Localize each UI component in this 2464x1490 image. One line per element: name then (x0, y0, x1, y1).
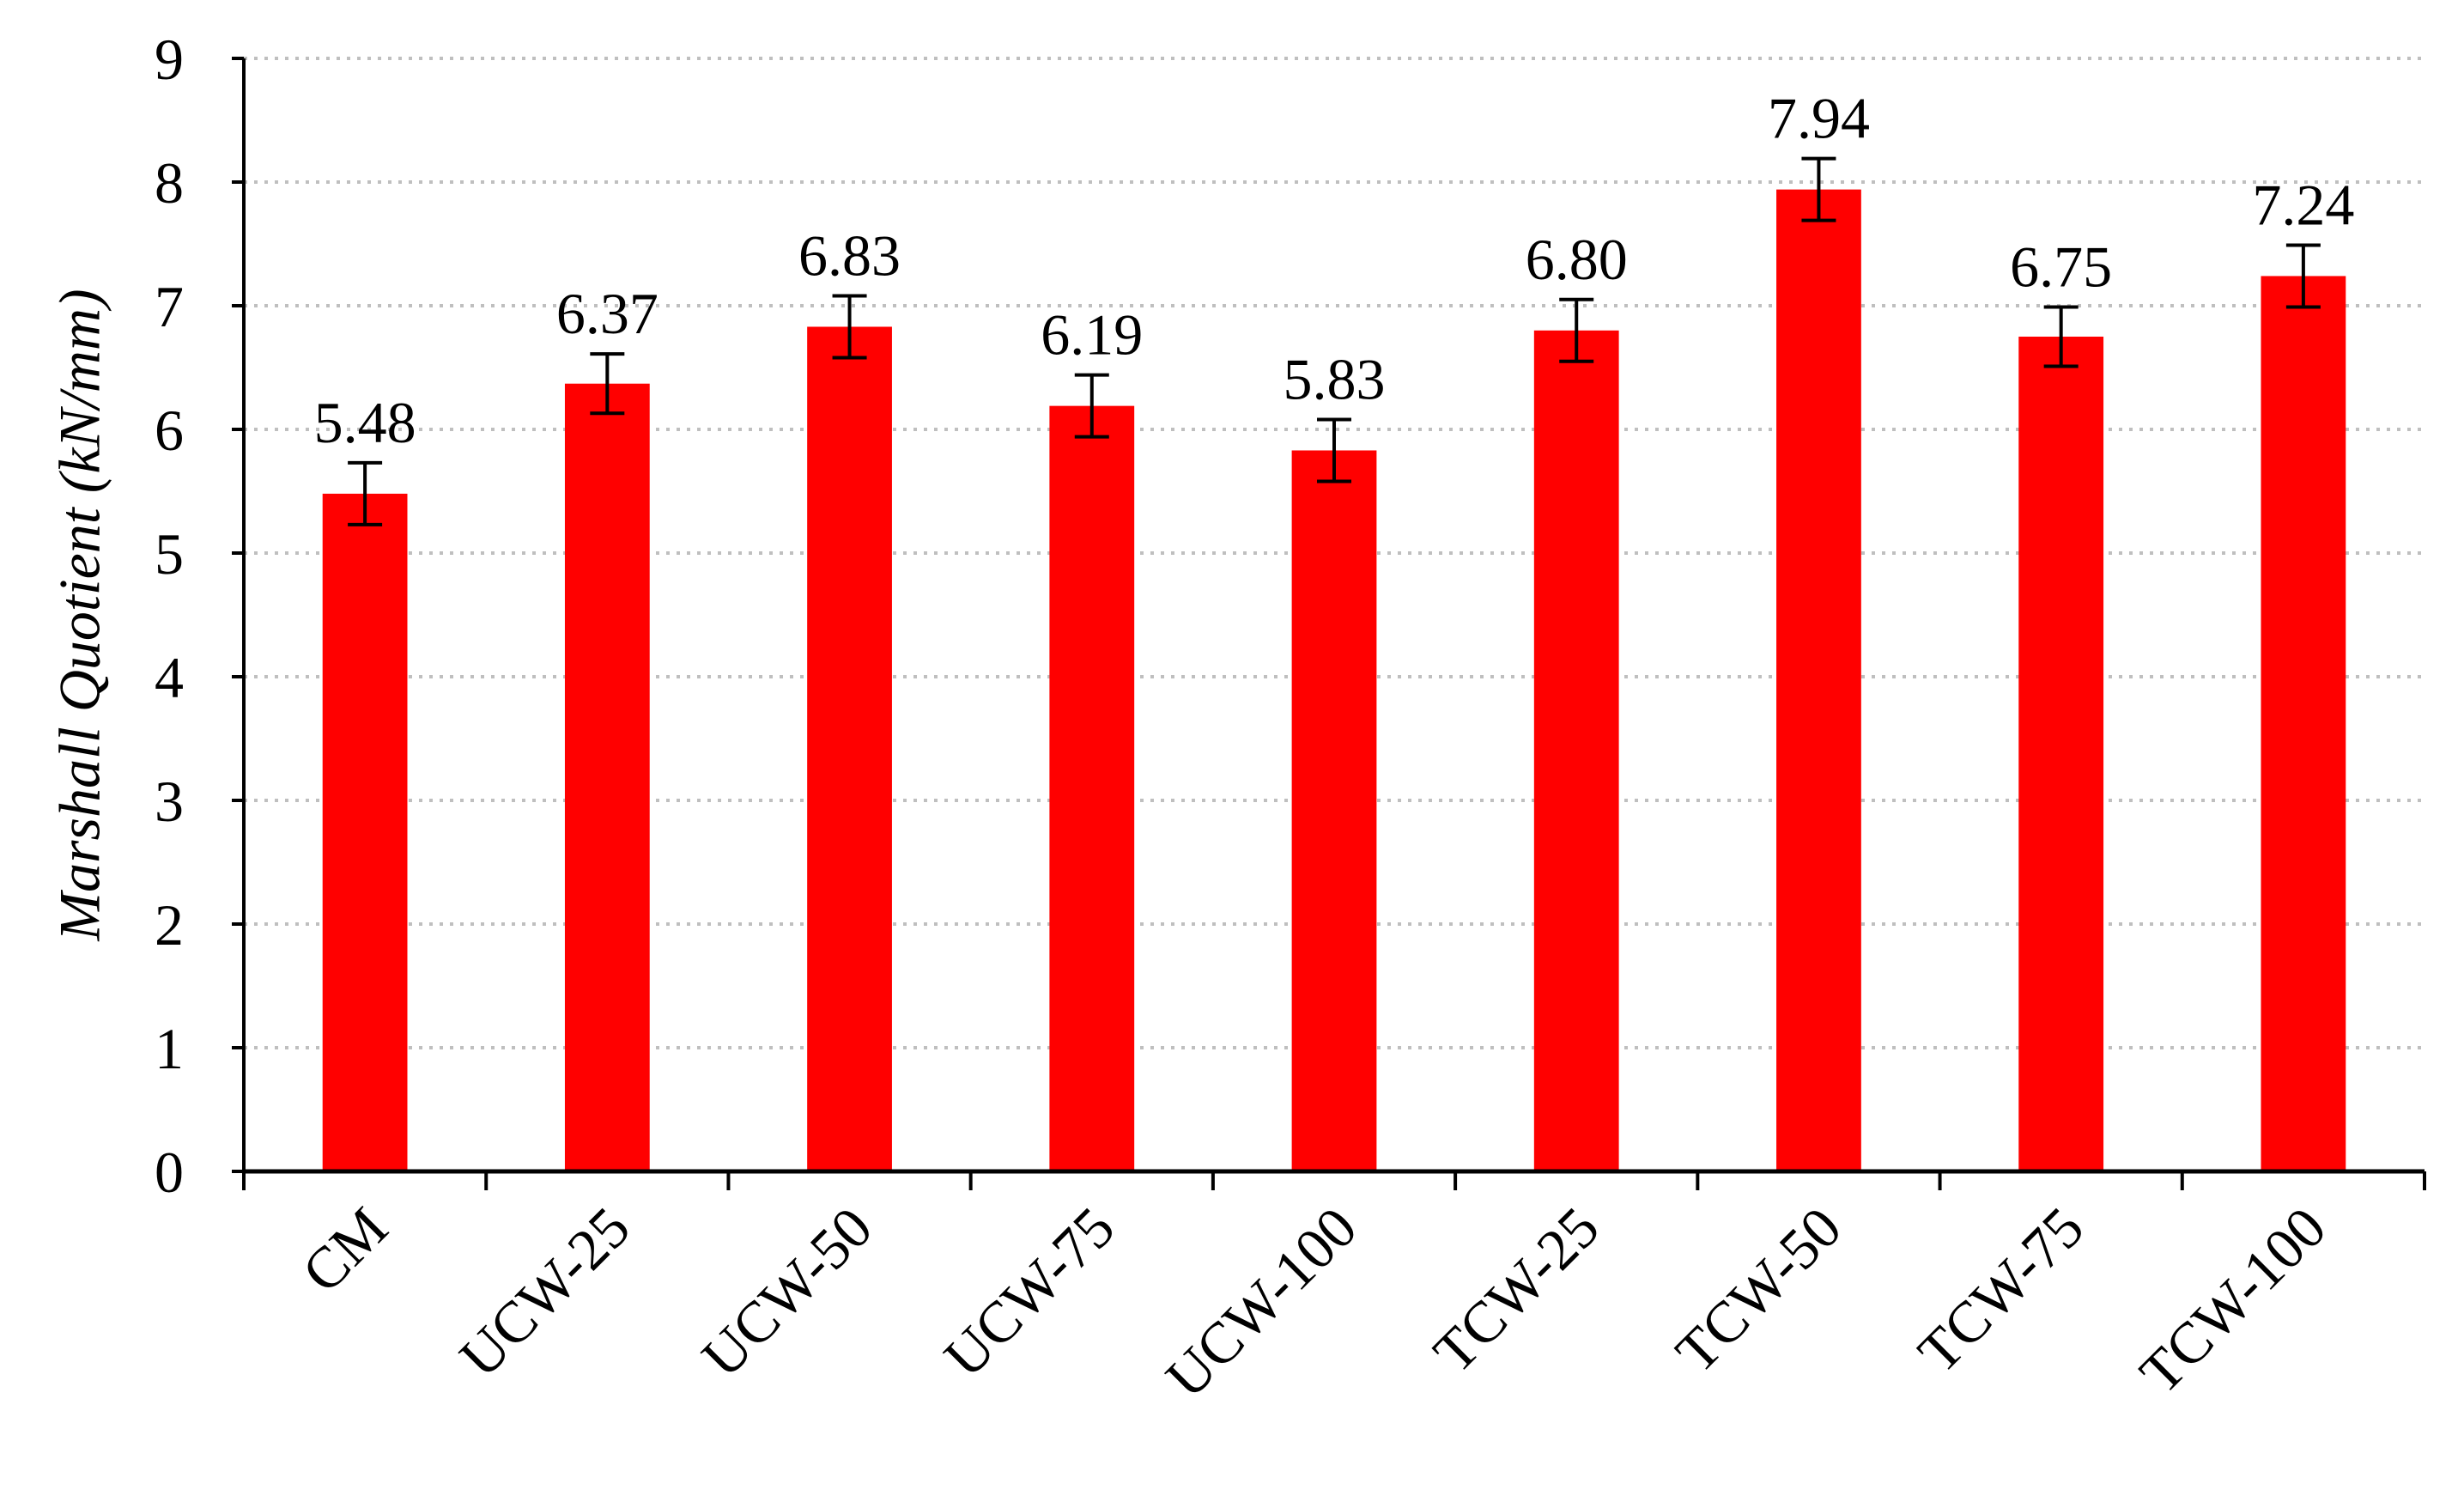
data-label: 6.75 (2010, 234, 2112, 299)
x-tick-label: UCW-75 (932, 1195, 1126, 1390)
x-tick-label: TCW-50 (1663, 1195, 1854, 1385)
x-tick-label: TCW-100 (2127, 1195, 2338, 1406)
x-tick-label: UCW-100 (1153, 1195, 1369, 1410)
bar (1291, 450, 1377, 1171)
bar (807, 326, 892, 1172)
x-tick-label: TCW-25 (1421, 1195, 1611, 1385)
y-axis-label: Marshall Quotient (kN/mm) (47, 289, 112, 941)
data-label: 6.83 (798, 222, 901, 288)
y-tick-label: 3 (155, 769, 184, 834)
y-tick-label: 0 (155, 1140, 184, 1205)
y-tick-label: 6 (155, 398, 184, 463)
x-tick-label: UCW-50 (689, 1195, 884, 1390)
bar (1533, 330, 1619, 1171)
bar (564, 383, 650, 1172)
y-tick-label: 4 (155, 645, 184, 710)
bar (2018, 337, 2104, 1171)
data-label: 6.80 (1526, 227, 1628, 292)
data-label: 6.19 (1041, 302, 1143, 368)
data-label: 7.24 (2252, 172, 2354, 237)
y-tick-label: 5 (155, 521, 184, 587)
y-tick-label: 9 (155, 27, 184, 92)
bar (1049, 405, 1135, 1171)
data-label: 7.94 (1768, 86, 1870, 151)
y-tick-label: 2 (155, 892, 184, 958)
data-label: 5.48 (314, 390, 416, 455)
x-tick-label: CM (289, 1195, 400, 1305)
x-tick-label: TCW-75 (1905, 1195, 2096, 1385)
bar (322, 493, 408, 1171)
x-tick-label: UCW-25 (447, 1195, 642, 1390)
y-tick-label: 1 (155, 1016, 184, 1081)
y-tick-label: 7 (155, 274, 184, 339)
bar (2261, 276, 2346, 1172)
data-label: 6.37 (556, 281, 658, 346)
bar (1776, 189, 1861, 1171)
y-tick-label: 8 (155, 150, 184, 216)
data-label: 5.83 (1284, 346, 1386, 411)
